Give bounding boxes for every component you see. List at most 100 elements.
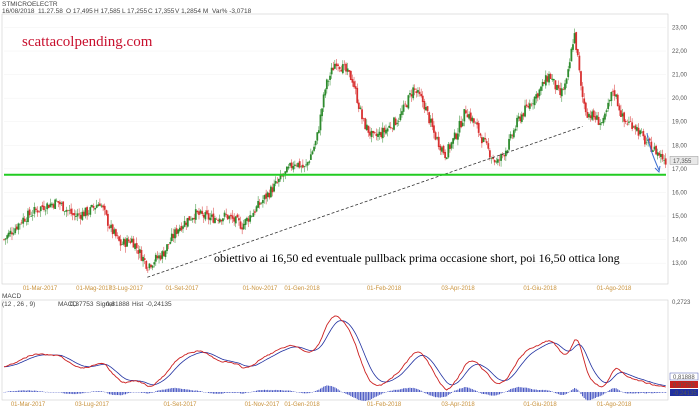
candle [337,63,339,72]
hist-bar [211,392,213,394]
candle [503,154,506,161]
candle [466,109,469,118]
candle [631,118,634,132]
candle [135,237,138,254]
hist-bar [449,392,451,395]
hist-bar [393,389,395,392]
candle [634,124,637,135]
macd-header: MACD (12 , 26 , 9) MACD 0,37753 Signal 0… [2,293,172,308]
hist-bar [212,392,214,394]
macd-series-value: 0,37753 [70,301,94,308]
macd-panel-frame [1,299,669,401]
hist-bar [661,392,663,393]
hist-bar [435,392,437,398]
hist-bar [97,391,99,392]
candle [465,105,467,114]
hist-bar [380,392,382,395]
x-tick-label: 01-Mag-2017 [76,286,112,292]
candle [252,209,255,217]
hist-bar [465,387,467,392]
hist-bar [638,392,640,394]
candle [530,102,533,107]
hist-bar [321,387,323,392]
candle [30,211,33,217]
hist-bar [262,390,264,392]
candle [658,150,661,159]
signal-series-name: Signal [96,301,115,308]
hist-bar [179,388,181,392]
hist-bar [302,392,304,394]
candle [217,218,220,224]
candle [386,127,389,137]
analysis-annotation: obiettivo ai 16,50 ed eventuale pullback… [214,251,620,265]
hist-bar [353,392,355,398]
candle [544,70,547,89]
candle [161,249,164,264]
hist-bar [441,392,443,398]
candle [95,199,98,209]
candle [532,99,534,110]
y-tick-label: 20,00 [672,96,688,102]
macd-line [3,315,666,391]
candle [433,121,435,139]
candle [572,39,574,53]
hist-bar [257,390,259,392]
hist-bar [38,391,40,392]
y-tick-label: 16,00 [672,190,688,196]
candle [594,111,597,123]
hist-bar [379,392,381,395]
hist-bar [398,389,400,392]
candle [293,160,296,170]
hist-bar [118,392,120,396]
candle [274,176,277,187]
candle [210,210,213,221]
hist-bar [272,390,274,392]
header-volume: V 1,2854 M [175,8,208,15]
candle [496,157,499,166]
candle [51,202,53,209]
candle [14,224,17,235]
candle [377,129,379,141]
candle [162,246,165,257]
candle [170,228,173,243]
hist-bar [374,392,376,398]
candle [556,84,558,91]
candle [151,264,154,271]
candle [114,228,117,239]
candle [183,215,186,228]
hist-bar [121,392,123,396]
candle [44,206,47,216]
candle [500,153,502,167]
candle [68,205,71,215]
hist-bar [148,392,150,394]
candle [356,83,359,105]
projection-arrow-head [654,165,661,174]
candle [482,136,485,143]
candle [394,116,397,126]
candle [182,225,184,234]
candle [378,127,381,140]
projection-arrow [646,132,661,174]
hist-bar [100,391,102,392]
candle [652,149,654,152]
candle [38,210,41,214]
candle [540,85,542,95]
candle [292,161,295,173]
hist-bar [570,390,572,392]
candle [28,206,31,218]
hist-bar [174,387,176,392]
hist-bar [112,392,114,395]
candle [118,235,120,242]
hist-bar [270,389,272,392]
candle [98,198,101,206]
candle [372,130,375,139]
hist-bar [502,392,504,393]
candle [420,88,423,98]
candle [453,129,456,141]
hist-bar [273,390,275,392]
hist-bar [593,392,595,399]
hist-bar [609,389,611,392]
candle [522,112,525,120]
hist-bar [308,392,310,394]
candle [626,119,629,126]
